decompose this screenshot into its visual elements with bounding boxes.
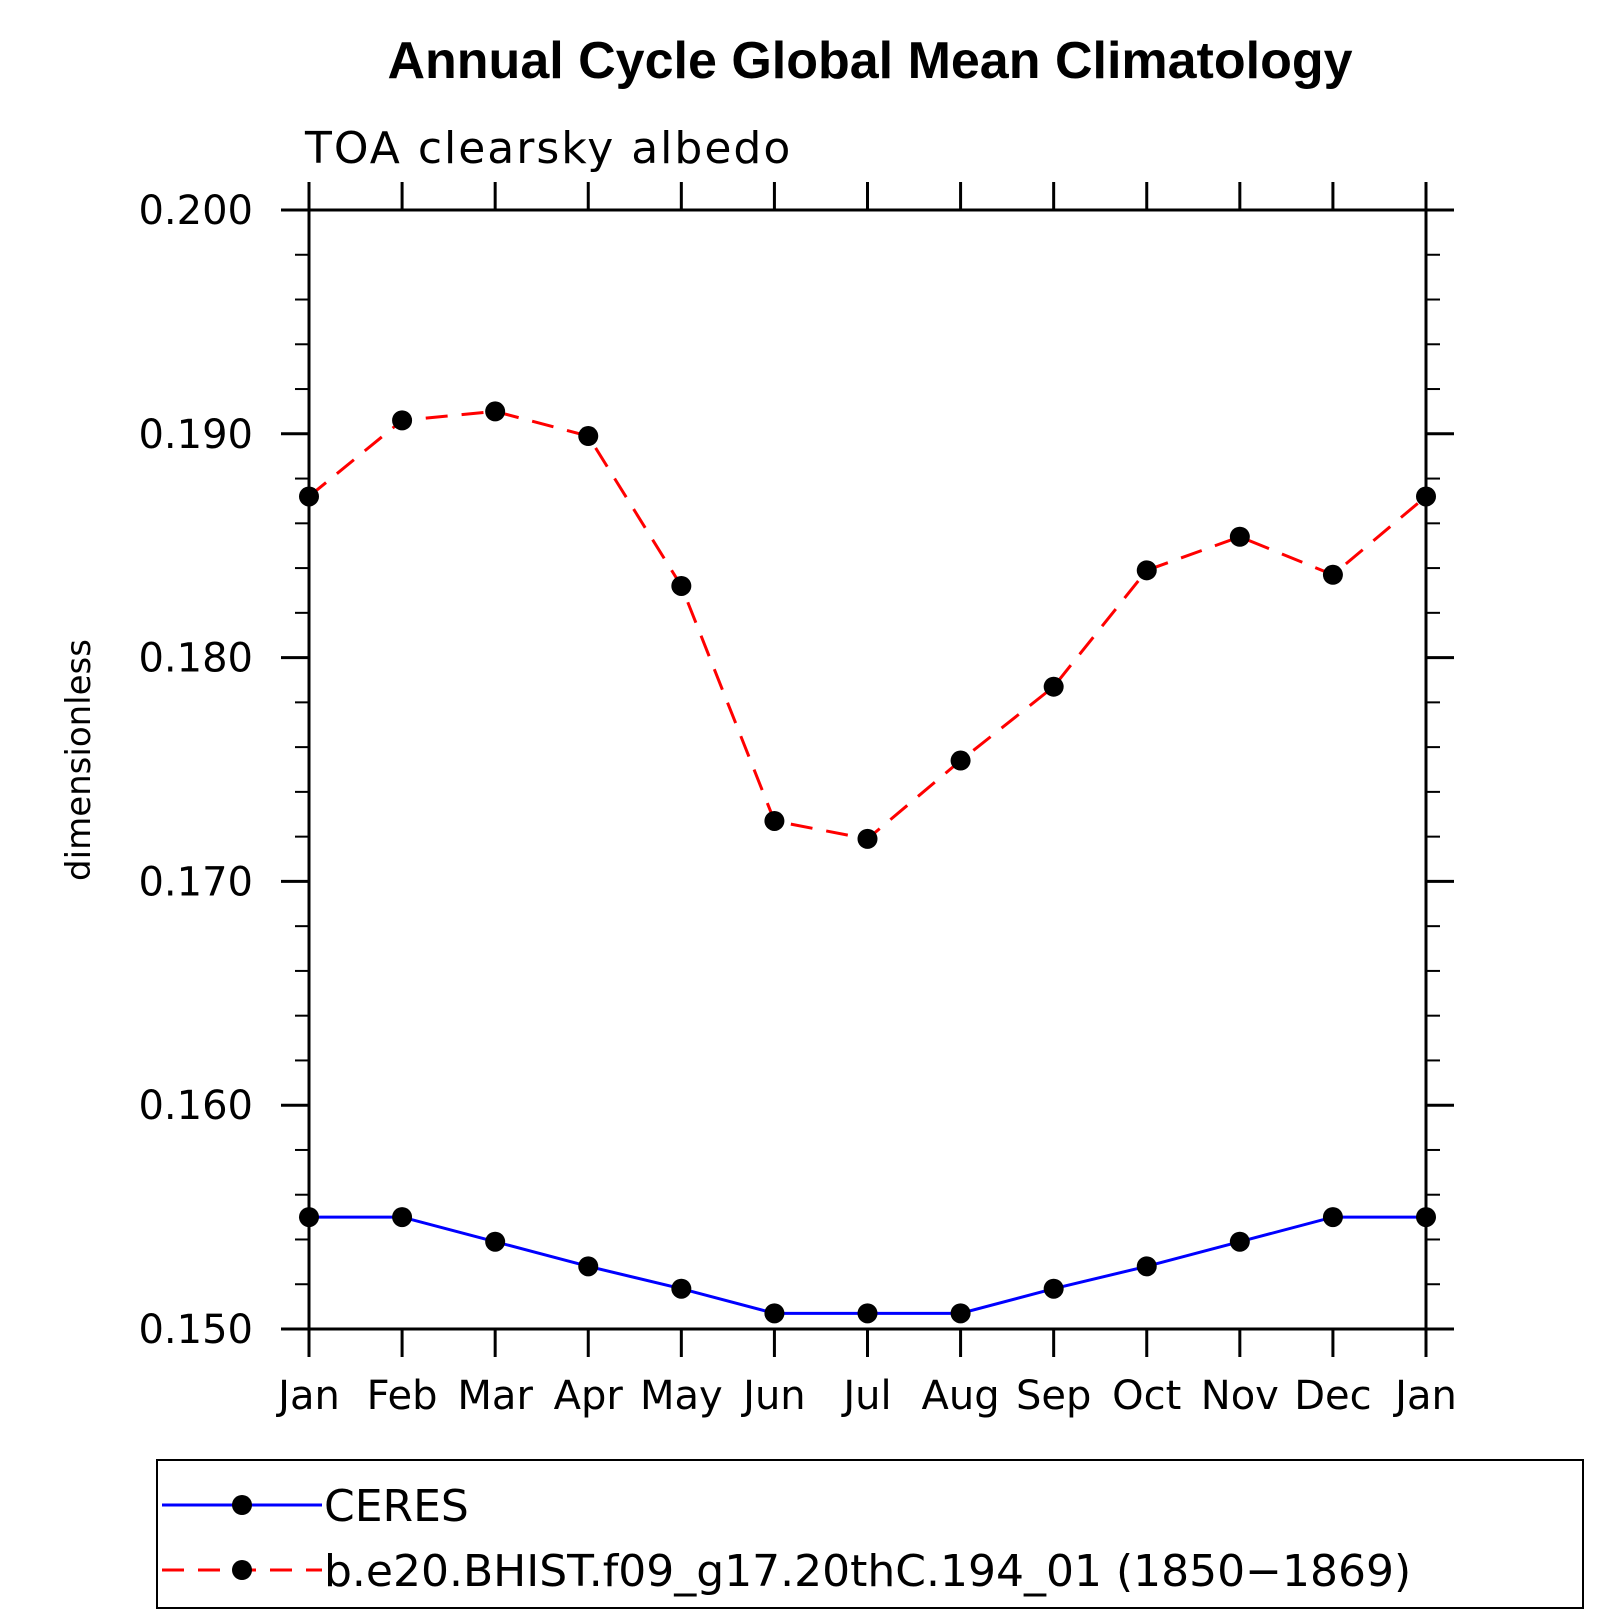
series-line-1 <box>308 409 1427 841</box>
series-1-point <box>578 426 599 447</box>
x-tick-label: May <box>640 1373 723 1419</box>
series-1-point <box>485 401 506 422</box>
x-tick-label: Apr <box>554 1373 624 1419</box>
series-0-point <box>1322 1207 1343 1228</box>
series-0-point <box>578 1256 599 1277</box>
series-layer <box>299 401 1436 1324</box>
x-tick-label: Feb <box>367 1373 438 1419</box>
legend-marker-0 <box>232 1495 252 1515</box>
y-tick-label: 0.200 <box>138 188 253 234</box>
series-0-point <box>1136 1256 1157 1277</box>
series-0-point <box>950 1303 971 1324</box>
x-tick-label: Jun <box>740 1373 806 1419</box>
series-1-point <box>392 410 413 431</box>
x-tick-label: Nov <box>1201 1373 1279 1419</box>
y-tick-label: 0.160 <box>138 1083 253 1129</box>
x-tick-label: Oct <box>1112 1373 1181 1419</box>
series-0-point <box>1229 1231 1250 1252</box>
x-tick-label: Dec <box>1294 1373 1371 1419</box>
x-tick-label: Jul <box>840 1373 891 1419</box>
series-0-point <box>1043 1278 1064 1299</box>
x-tick-label: Sep <box>1016 1373 1091 1419</box>
y-axis-label: dimensionless <box>59 639 99 881</box>
series-0-point <box>671 1278 692 1299</box>
x-tick-label: Mar <box>457 1373 533 1419</box>
series-1-point <box>950 750 971 771</box>
series-0-point <box>392 1207 413 1228</box>
y-tick-label: 0.190 <box>138 412 253 458</box>
series-1-point <box>857 828 878 849</box>
axes-layer: Jan Feb Mar Apr May Jun Jul Aug Sep Oct Nov Dec Jan 0… <box>138 182 1457 1419</box>
legend-label-0: CERES <box>324 1481 469 1532</box>
series-1-point <box>764 810 785 831</box>
series-0-point <box>764 1303 785 1324</box>
series-1-point <box>1229 526 1250 547</box>
legend: CERES b.e20.BHIST.f09_g17.20thC.194_01 (1… <box>156 1459 1584 1609</box>
chart-subtitle: TOA clearsky albedo <box>304 123 792 174</box>
x-tick-label: Aug <box>922 1373 1000 1419</box>
series-1-point <box>1322 564 1343 585</box>
series-line-0 <box>309 1215 1426 1315</box>
series-1-point <box>671 575 692 596</box>
chart-title: Annual Cycle Global Mean Climatology <box>387 32 1352 90</box>
y-tick-label: 0.180 <box>138 636 253 682</box>
x-tick-label: Jan <box>1392 1373 1457 1419</box>
series-1-point <box>1136 560 1157 581</box>
x-tick-label: Jan <box>275 1373 340 1419</box>
y-tick-label: 0.150 <box>138 1307 253 1353</box>
y-tick-label: 0.170 <box>138 859 253 905</box>
legend-box <box>156 1459 1584 1609</box>
plot-frame <box>307 208 1428 1331</box>
legend-marker-1 <box>232 1560 252 1580</box>
series-1-point <box>1043 676 1064 697</box>
legend-label-1: b.e20.BHIST.f09_g17.20thC.194_01 (1850−1… <box>324 1546 1411 1597</box>
series-0-point <box>485 1231 506 1252</box>
series-0-point <box>857 1303 878 1324</box>
